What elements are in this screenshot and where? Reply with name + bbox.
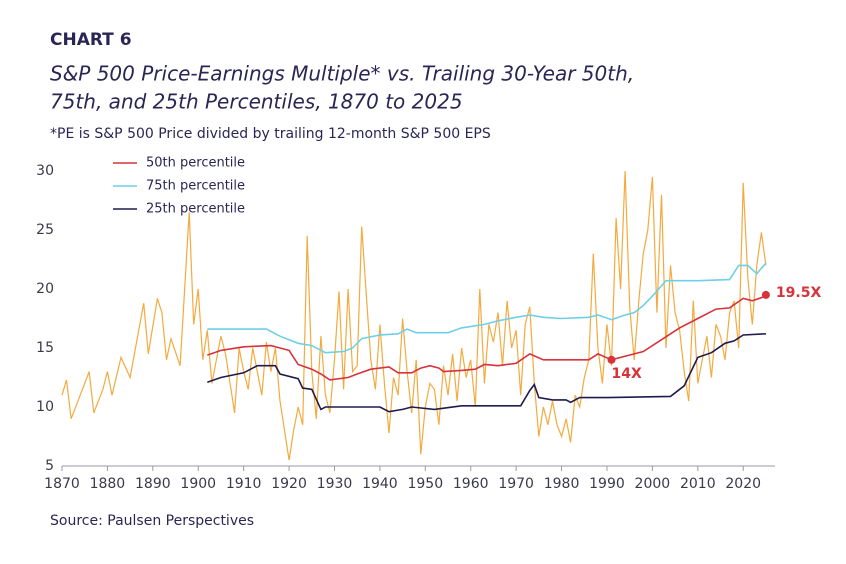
x-tick-label: 1900 [180,476,216,492]
x-tick-label: 1930 [317,476,353,492]
x-tick-label: 1890 [135,476,171,492]
y-tick-label: 10 [36,399,54,415]
x-tick-label: 1870 [44,476,80,492]
y-tick-label: 30 [36,163,54,179]
x-tick-label: 2000 [635,476,671,492]
source: Source: Paulsen Perspectives [50,513,254,529]
annotation-dot [761,290,770,299]
legend-label: 75th percentile [146,179,245,194]
x-tick-label: 1980 [544,476,580,492]
x-tick-label: 1990 [589,476,625,492]
y-tick-label: 25 [36,222,54,238]
legend-label: 25th percentile [146,202,245,217]
y-tick-label: 20 [36,281,54,297]
x-tick-label: 1970 [498,476,534,492]
y-tick-label: 5 [45,458,54,474]
y-tick-label: 15 [36,340,54,356]
annotation-label: 19.5X [776,285,822,301]
x-tick-label: 1880 [90,476,126,492]
x-tick-label: 1920 [271,476,307,492]
chart-title: S&P 500 Price-Earnings Multiple* vs. Tra… [50,62,634,86]
x-tick-label: 2010 [680,476,716,492]
chart-label: CHART 6 [50,30,132,50]
x-tick-label: 1940 [362,476,398,492]
chart-title: 75th, and 25th Percentiles, 1870 to 2025 [50,90,463,114]
x-tick-label: 1950 [407,476,443,492]
x-tick-label: 1910 [226,476,262,492]
annotation-dot [607,355,616,364]
subtitle: *PE is S&P 500 Price divided by trailing… [50,126,491,142]
line [207,333,766,413]
annotation-label: 14X [612,366,642,382]
x-tick-label: 1960 [453,476,489,492]
x-tick-label: 2020 [725,476,761,492]
line [207,262,767,354]
line [207,295,767,381]
legend-label: 50th percentile [146,156,245,171]
